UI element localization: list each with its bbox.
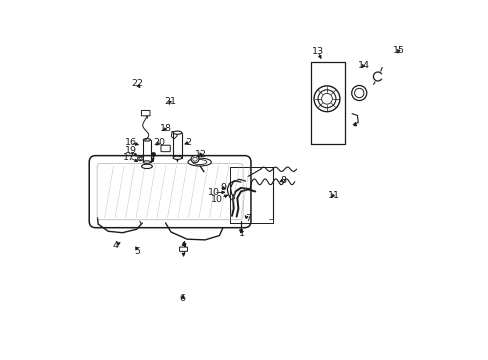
FancyBboxPatch shape xyxy=(141,111,150,116)
Text: 2: 2 xyxy=(184,138,190,147)
Text: 7: 7 xyxy=(244,214,250,223)
Text: 21: 21 xyxy=(163,97,176,106)
FancyBboxPatch shape xyxy=(179,247,187,251)
Text: 16: 16 xyxy=(124,138,136,147)
Text: 1: 1 xyxy=(239,229,245,238)
Ellipse shape xyxy=(313,86,339,112)
Ellipse shape xyxy=(187,158,211,166)
Text: 10: 10 xyxy=(210,195,222,204)
Ellipse shape xyxy=(137,156,143,161)
Ellipse shape xyxy=(192,157,197,161)
Ellipse shape xyxy=(173,156,182,159)
Text: 9: 9 xyxy=(220,183,225,192)
Text: 17: 17 xyxy=(123,153,135,162)
Ellipse shape xyxy=(139,157,142,159)
FancyBboxPatch shape xyxy=(89,156,250,228)
Ellipse shape xyxy=(142,164,152,168)
Text: 20: 20 xyxy=(153,138,165,147)
Text: 5: 5 xyxy=(134,247,141,256)
FancyBboxPatch shape xyxy=(161,145,170,152)
Ellipse shape xyxy=(192,159,206,165)
Text: 10: 10 xyxy=(207,188,220,197)
Text: 15: 15 xyxy=(392,46,404,55)
Text: 12: 12 xyxy=(194,150,206,159)
Text: 4: 4 xyxy=(112,241,118,250)
Ellipse shape xyxy=(173,131,182,134)
Ellipse shape xyxy=(143,139,150,141)
Text: 8: 8 xyxy=(280,176,285,185)
Text: 3: 3 xyxy=(180,244,185,253)
Text: 6: 6 xyxy=(180,294,185,303)
Text: 19: 19 xyxy=(124,146,136,155)
Text: 13: 13 xyxy=(311,47,323,56)
Ellipse shape xyxy=(317,90,335,108)
Text: 14: 14 xyxy=(357,61,369,70)
Ellipse shape xyxy=(354,88,363,98)
Text: 22: 22 xyxy=(131,80,142,89)
Ellipse shape xyxy=(351,85,366,100)
Ellipse shape xyxy=(191,156,199,163)
Ellipse shape xyxy=(321,93,332,104)
Ellipse shape xyxy=(143,161,150,163)
Text: 18: 18 xyxy=(160,124,172,133)
Text: 11: 11 xyxy=(327,190,339,199)
